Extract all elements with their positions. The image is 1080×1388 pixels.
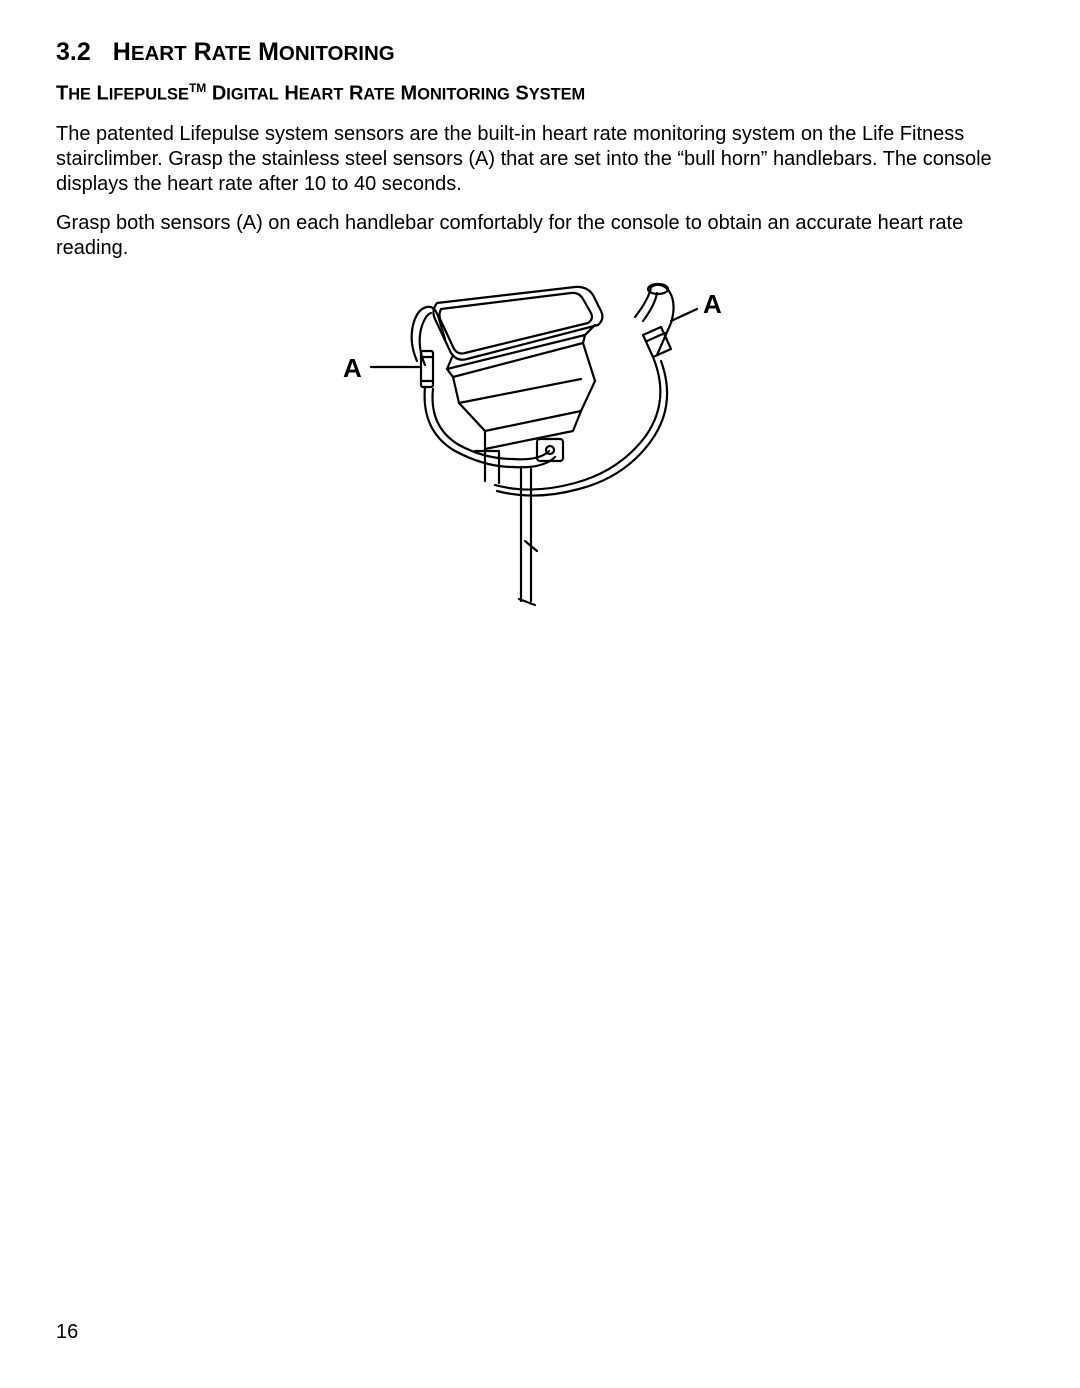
page-number: 16: [56, 1321, 78, 1344]
figure-label-a-left: A: [343, 353, 362, 383]
figure-container: A A: [56, 281, 1024, 621]
paragraph-2: Grasp both sensors (A) on each handlebar…: [56, 211, 1024, 261]
section-number: 3.2: [56, 38, 91, 66]
stairclimber-diagram: A A: [325, 281, 755, 621]
section-heading: 3.2 HEART RATE MONITORING: [56, 38, 1024, 67]
figure-label-a-right: A: [703, 289, 722, 319]
section-title: HEART RATE MONITORING: [113, 38, 395, 66]
subheading: THE LIFEPULSETM DIGITAL HEART RATE MONIT…: [56, 81, 1024, 106]
paragraph-1: The patented Lifepulse system sensors ar…: [56, 122, 1024, 197]
